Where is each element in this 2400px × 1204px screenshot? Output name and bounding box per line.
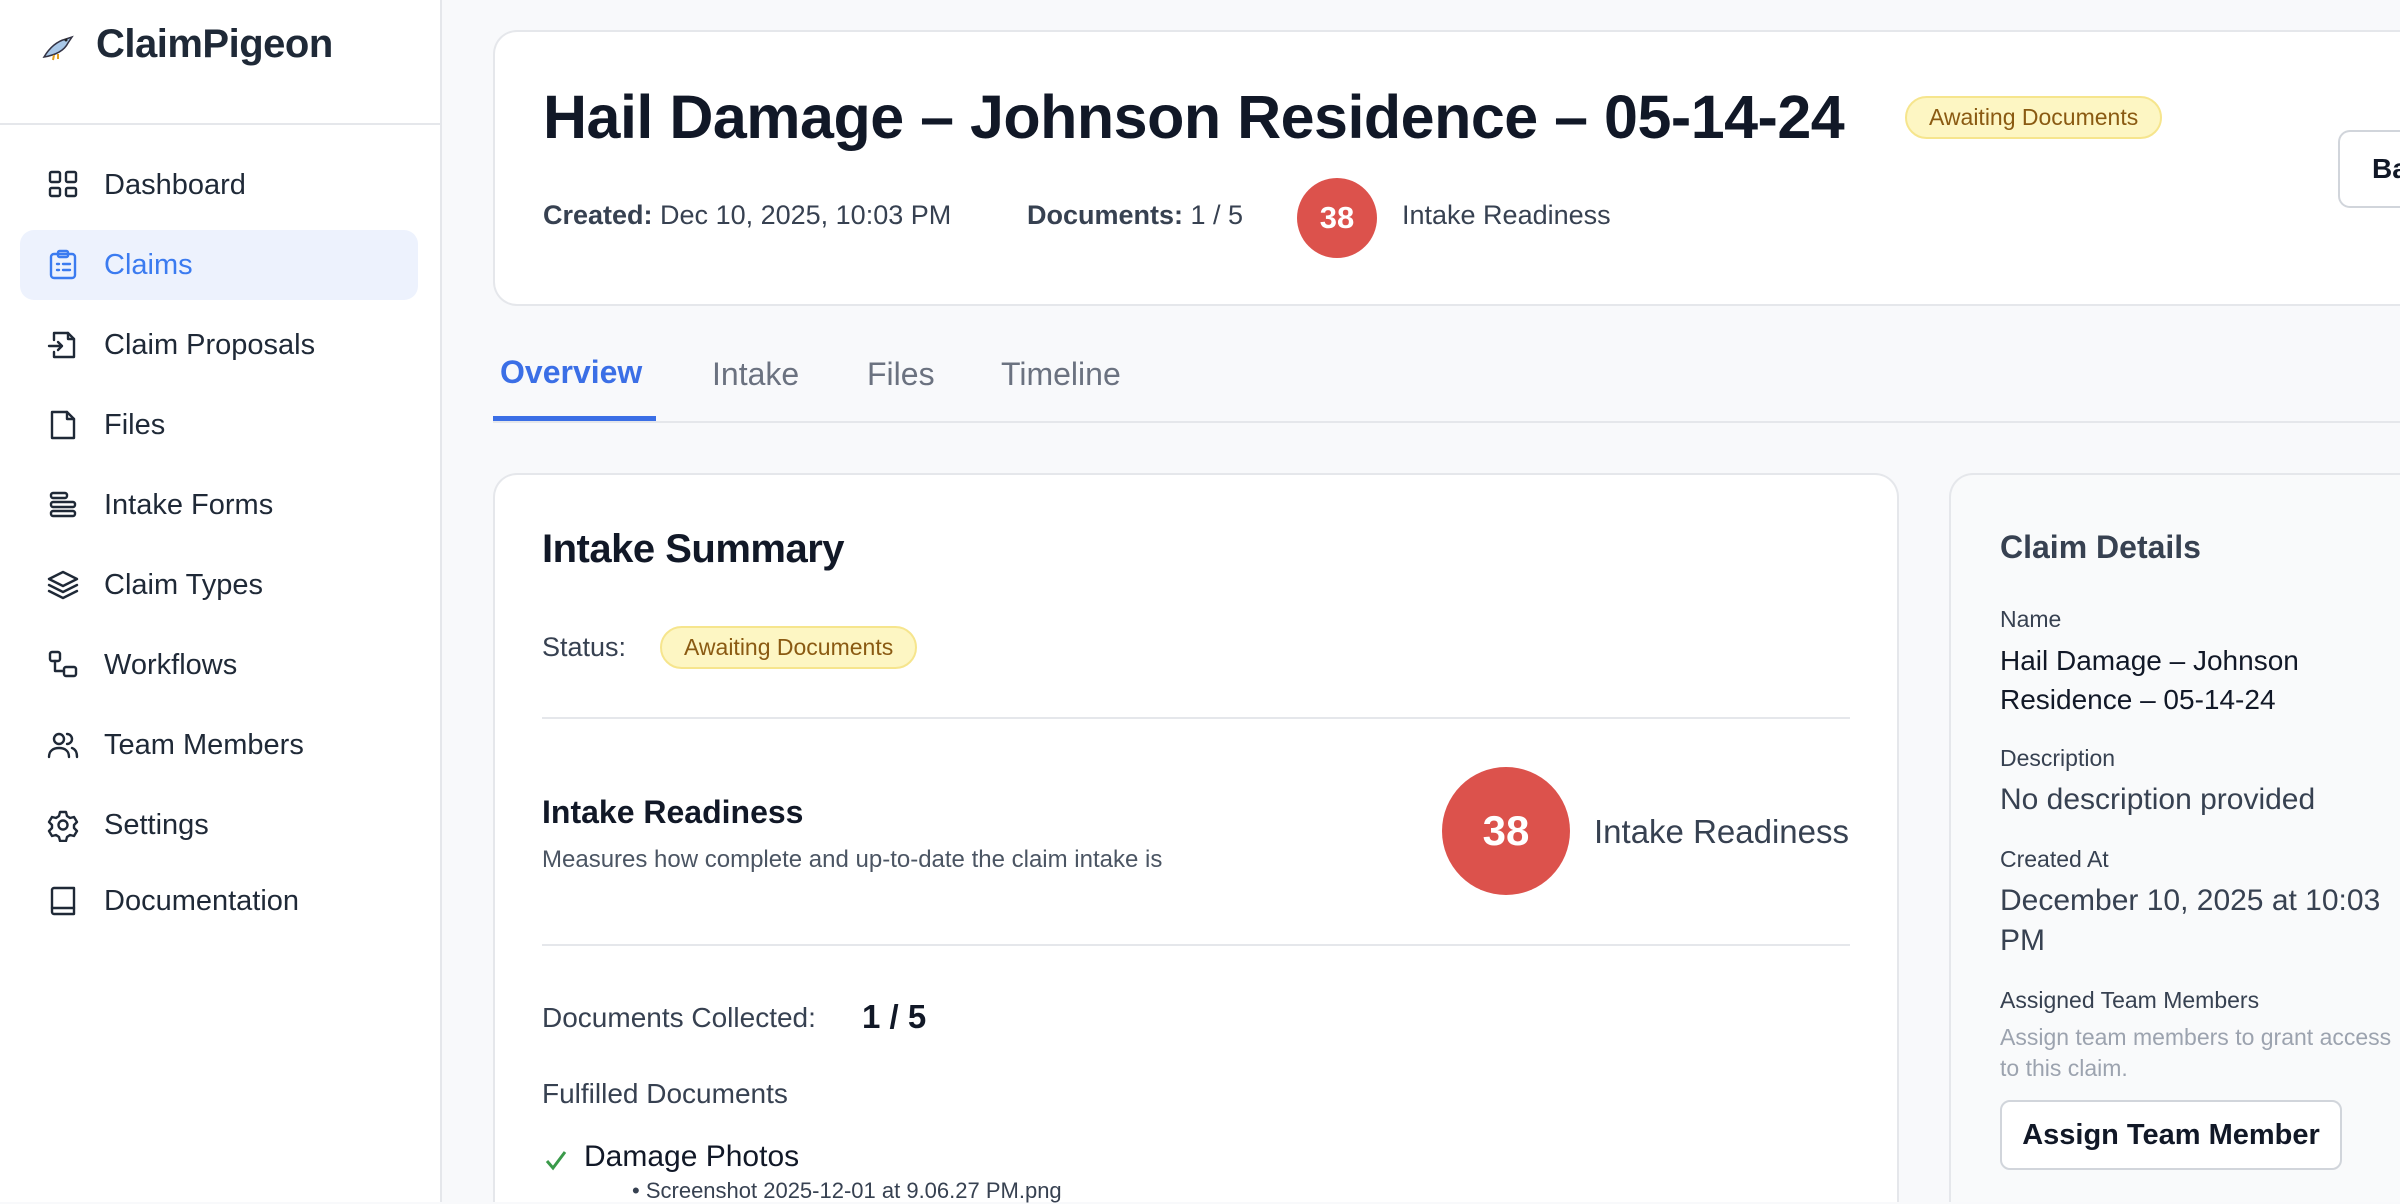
- sidebar-item-workflows[interactable]: Workflows: [20, 630, 418, 700]
- logo[interactable]: ClaimPigeon: [40, 22, 333, 67]
- readiness-description: Measures how complete and up-to-date the…: [542, 846, 1163, 873]
- created-meta: Created: Dec 10, 2025, 10:03 PM: [543, 200, 951, 231]
- sidebar: ClaimPigeon Dashboard Claims Claim Proposa…: [0, 0, 442, 1202]
- sidebar-item-claims[interactable]: Claims: [20, 230, 418, 300]
- book-icon: [50, 886, 76, 916]
- page-title: Hail Damage – Johnson Residence – 05-14-…: [543, 83, 1845, 151]
- sidebar-item-label: Workflows: [104, 648, 238, 681]
- name-label: Name: [2000, 606, 2062, 632]
- claim-details-card: Claim Details Name Hail Damage – Johnson…: [1949, 473, 2400, 1202]
- claim-details-title: Claim Details: [2000, 529, 2201, 565]
- sidebar-item-dashboard[interactable]: Dashboard: [20, 150, 418, 220]
- description-label: Description: [2000, 745, 2116, 771]
- readiness-title: Intake Readiness: [542, 794, 804, 830]
- description-value: No description provided: [2000, 783, 2316, 816]
- documents-meta: Documents: 1 / 5: [1027, 200, 1243, 231]
- sidebar-item-intake-forms[interactable]: Intake Forms: [20, 470, 418, 540]
- fulfilled-title: Fulfilled Documents: [542, 1078, 788, 1109]
- layers-icon: [47, 570, 79, 600]
- status-badge: Awaiting Documents: [1905, 96, 2163, 139]
- fulfilled-file-item[interactable]: • Screenshot 2025-12-01 at 9.06.27 PM.pn…: [632, 1178, 1062, 1203]
- assigned-members-label: Assigned Team Members: [2000, 987, 2260, 1013]
- file-import-icon: [47, 331, 76, 359]
- sidebar-item-settings[interactable]: Settings: [20, 790, 418, 860]
- status-label: Status:: [542, 632, 627, 662]
- documents-label: Documents:: [1027, 200, 1184, 230]
- assign-button-label: Assign Team Member: [2022, 1118, 2320, 1151]
- grid-icon: [48, 170, 78, 198]
- sidebar-item-label: Team Members: [104, 728, 304, 761]
- sidebar-item-files[interactable]: Files: [20, 390, 418, 460]
- divider: [0, 123, 440, 125]
- readiness-label: Intake Readiness: [1402, 200, 1611, 230]
- sidebar-item-label: Dashboard: [104, 168, 246, 201]
- file-icon: [50, 410, 76, 440]
- sidebar-item-label: Files: [104, 408, 166, 441]
- sidebar-item-claim-types[interactable]: Claim Types: [20, 550, 418, 620]
- file-name[interactable]: Screenshot 2025-12-01 at 9.06.27 PM.png: [645, 1178, 1062, 1203]
- created-at-value: December 10, 2025 at 10:03 PM: [2000, 884, 2381, 957]
- summary-status-badge: Awaiting Documents: [660, 626, 918, 669]
- created-at-label: Created At: [2000, 846, 2109, 872]
- created-label: Created:: [543, 200, 653, 230]
- documents-collected-label: Documents Collected:: [542, 1002, 816, 1033]
- documents-value: 1 / 5: [1190, 200, 1244, 230]
- app-name: ClaimPigeon: [96, 22, 333, 66]
- sidebar-item-documentation[interactable]: Documentation: [20, 866, 418, 936]
- users-icon: [47, 732, 79, 759]
- tab-files[interactable]: Files: [867, 356, 935, 392]
- workflow-icon: [48, 650, 78, 678]
- assigned-members-hint: Assign team members to grant access to t…: [2000, 1024, 2392, 1081]
- intake-summary-title: Intake Summary: [542, 527, 845, 571]
- sidebar-item-label: Claim Proposals: [104, 328, 316, 361]
- sidebar-item-label: Documentation: [104, 884, 300, 917]
- gear-icon: [47, 810, 79, 842]
- claim-header-card: Hail Damage – Johnson Residence – 05-14-…: [493, 30, 2400, 306]
- name-value: Hail Damage – Johnson Residence – 05-14-…: [2000, 645, 2299, 715]
- align-left-icon: [49, 491, 77, 518]
- sidebar-item-claim-proposals[interactable]: Claim Proposals: [20, 310, 418, 380]
- sidebar-item-team-members[interactable]: Team Members: [20, 710, 418, 780]
- assign-team-member-button[interactable]: Assign Team Member: [2000, 1100, 2342, 1170]
- divider: [542, 944, 1850, 946]
- created-value: Dec 10, 2025, 10:03 PM: [660, 200, 952, 230]
- readiness-score-circle: 38: [1442, 767, 1570, 895]
- active-tab-indicator: [493, 416, 656, 421]
- back-button-label: Ba: [2372, 153, 2400, 184]
- intake-summary-card: [493, 473, 1899, 1202]
- readiness-circle-label: Intake Readiness: [1594, 813, 1849, 850]
- pigeon-icon: [42, 35, 74, 60]
- fulfilled-doc-name: Damage Photos: [584, 1140, 800, 1173]
- check-icon: [545, 1151, 567, 1171]
- documents-collected-value: 1 / 5: [862, 998, 927, 1035]
- sidebar-item-label: Settings: [104, 808, 209, 841]
- clipboard-list-icon: [49, 249, 77, 280]
- readiness-score-badge: 38: [1297, 178, 1377, 258]
- tab-intake[interactable]: Intake: [712, 356, 800, 392]
- divider: [542, 717, 1850, 719]
- tab-overview[interactable]: Overview: [500, 354, 643, 390]
- tabs-border: [493, 421, 2400, 423]
- back-button[interactable]: Ba: [2338, 130, 2400, 208]
- sidebar-item-label: Claims: [104, 248, 193, 281]
- sidebar-item-label: Intake Forms: [104, 488, 274, 521]
- sidebar-item-label: Claim Types: [104, 568, 264, 601]
- tab-timeline[interactable]: Timeline: [1001, 356, 1121, 392]
